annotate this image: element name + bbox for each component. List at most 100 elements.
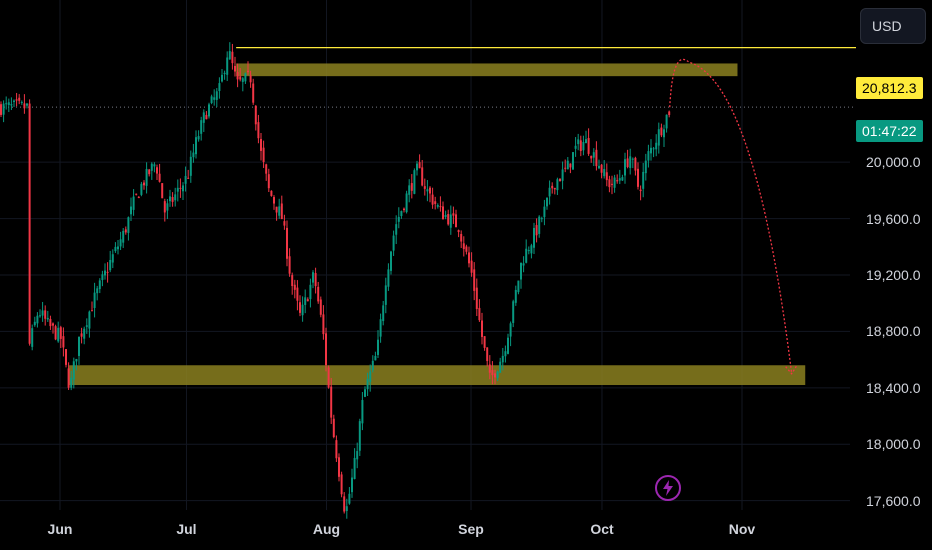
- candle-body: [629, 156, 632, 168]
- candle-body: [236, 72, 239, 80]
- candle-body: [481, 320, 483, 337]
- candle-body: [20, 101, 23, 103]
- candle-body: [283, 221, 286, 226]
- candle-body: [595, 149, 598, 167]
- candle-body: [249, 75, 252, 83]
- currency-label: USD: [872, 18, 902, 34]
- candle-body: [158, 173, 161, 182]
- candle-body: [270, 190, 273, 196]
- candle-body: [624, 159, 626, 176]
- candle-body: [85, 325, 88, 327]
- candle-body: [226, 57, 229, 75]
- candle-body: [462, 243, 465, 250]
- candle-body: [52, 323, 54, 326]
- candle-body: [657, 129, 660, 146]
- candle-body: [0, 104, 2, 115]
- candle-body: [556, 179, 559, 191]
- candle-body: [608, 179, 611, 188]
- candle-body: [496, 371, 499, 379]
- candle-body: [304, 297, 307, 305]
- candle-body: [33, 321, 36, 326]
- candle-body: [247, 70, 249, 73]
- candle-body: [644, 160, 647, 174]
- price-scale-label: 18,800.0: [866, 323, 921, 340]
- candle-body: [75, 358, 78, 362]
- price-scale-label: 19,600.0: [866, 210, 921, 227]
- candle-body: [205, 114, 208, 120]
- candle-body: [548, 187, 551, 197]
- candle-body: [117, 246, 119, 250]
- time-scale-label: Jun: [47, 521, 73, 537]
- candle-body: [488, 364, 491, 373]
- candle-body: [408, 185, 411, 195]
- candle-body: [293, 284, 296, 290]
- time-scale-label: Aug: [312, 521, 341, 537]
- candle-body: [403, 208, 405, 211]
- candle-body: [564, 167, 567, 169]
- candle-body: [137, 196, 140, 199]
- candle-body: [135, 193, 138, 195]
- candle-body: [639, 189, 642, 192]
- candle-body: [353, 457, 356, 480]
- candle-body: [267, 174, 270, 189]
- candle-body: [23, 103, 26, 109]
- candle-body: [540, 218, 543, 220]
- candle-body: [231, 51, 234, 64]
- candle-body: [379, 319, 382, 337]
- candle-body: [465, 246, 468, 252]
- candle-body: [655, 142, 658, 150]
- price-scale-label: 17,600.0: [866, 492, 921, 509]
- lightning-icon[interactable]: [655, 475, 681, 501]
- candle-body: [49, 318, 52, 327]
- candle-body: [257, 122, 260, 139]
- candle-body: [301, 304, 304, 316]
- candle-body: [551, 185, 554, 189]
- candle-body: [215, 91, 218, 100]
- candle-body: [504, 351, 507, 357]
- candle-body: [143, 182, 145, 186]
- candle-body: [325, 333, 327, 366]
- candle-body: [429, 187, 431, 194]
- candle-body: [10, 104, 13, 106]
- candle-body: [421, 167, 424, 186]
- candle-body: [525, 248, 528, 263]
- candle-body: [148, 169, 151, 175]
- candle-body: [93, 292, 96, 308]
- candle-body: [637, 168, 639, 187]
- price-scale-label: 20,000.0: [866, 154, 921, 171]
- currency-button[interactable]: USD: [860, 8, 926, 44]
- candle-body: [455, 214, 457, 228]
- bar-countdown-tag: 01:47:22: [856, 120, 923, 142]
- candle-body: [587, 138, 590, 154]
- candle-body: [416, 163, 418, 171]
- candle-body: [197, 136, 200, 140]
- candle-body: [546, 197, 548, 207]
- candle-body: [538, 216, 541, 234]
- candle-body: [101, 274, 104, 281]
- price-scale-label: 19,200.0: [866, 267, 921, 283]
- candle-body: [483, 336, 486, 348]
- candle-body: [265, 164, 268, 174]
- candle-body: [166, 203, 169, 211]
- candle-body: [452, 213, 455, 216]
- candle-body: [262, 147, 265, 163]
- candle-body: [104, 270, 106, 276]
- candle-body: [26, 103, 28, 106]
- candle-body: [361, 400, 364, 424]
- candle-body: [397, 216, 400, 222]
- grid: [0, 0, 850, 510]
- candle-body: [663, 129, 665, 138]
- candle-body: [114, 246, 117, 252]
- candle-body: [54, 326, 57, 340]
- candle-body: [590, 155, 593, 159]
- candle-body: [603, 168, 606, 177]
- candle-body: [434, 201, 437, 204]
- candle-body: [577, 139, 580, 145]
- candle-body: [647, 151, 650, 161]
- candle-body: [44, 310, 47, 319]
- price-scale-label: 18,400.0: [866, 379, 921, 396]
- candle-body: [348, 493, 351, 504]
- candle-body: [221, 74, 223, 82]
- candle-body: [358, 421, 361, 451]
